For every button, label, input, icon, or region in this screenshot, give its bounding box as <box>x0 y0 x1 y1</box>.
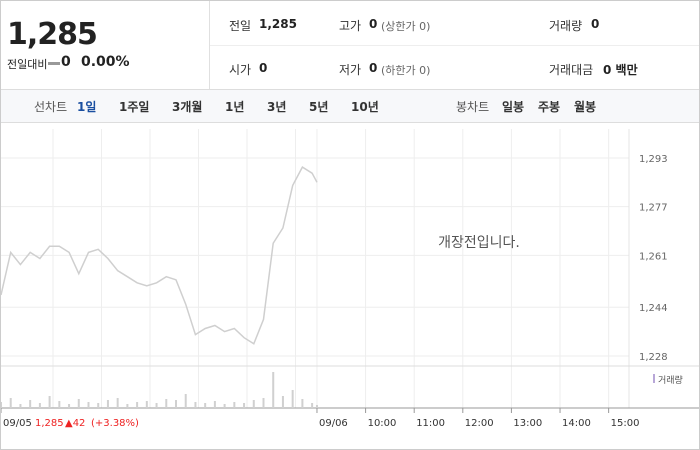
volume-bar <box>252 400 255 408</box>
chart: 1,228 1,244 1,261 1,277 1,293 거래량 개장전입니다. 09/06… <box>1 129 699 429</box>
x-tick-label: 15:00 <box>611 418 640 429</box>
volume-bar <box>1 402 2 408</box>
volume-bar <box>68 404 71 408</box>
period-tab[interactable]: 1일 <box>77 100 97 114</box>
volume-bar <box>194 402 197 408</box>
x-tick-label: 11:00 <box>416 418 445 429</box>
period-tab[interactable]: 3개월 <box>172 100 203 114</box>
volume-bar <box>87 402 90 408</box>
candle-tab[interactable]: 월봉 <box>574 100 597 114</box>
price-panel: 1,285 전일대비 0 0.00% <box>1 1 210 89</box>
volume-bar <box>29 400 32 408</box>
volume-legend: 거래량 <box>658 374 683 386</box>
last-change-pct: (+3.38%) <box>91 418 139 429</box>
summary-value: 0 <box>591 17 600 31</box>
x-tick-label: 10:00 <box>368 418 397 429</box>
volume-bar <box>311 403 314 408</box>
volume-bar <box>116 398 119 408</box>
volume-bar <box>204 403 207 408</box>
y-tick-label: 1,228 <box>639 352 668 363</box>
tab-bar <box>1 89 699 123</box>
volume-bar <box>155 403 158 408</box>
summary-value: 0 백만 <box>603 63 638 77</box>
period-tab[interactable]: 1주일 <box>119 100 150 114</box>
summary-value: 1,285 <box>259 17 297 31</box>
last-price: 1,285 <box>35 418 64 429</box>
summary-label: 거래대금 <box>549 63 594 77</box>
summary-label: 전일 <box>229 19 252 33</box>
volume-bar <box>106 400 109 408</box>
volume-bar <box>315 405 318 408</box>
volume-bar <box>291 390 294 408</box>
volume-bar <box>213 401 216 408</box>
summary-label: 고가 <box>339 19 362 33</box>
volume-bar <box>175 400 177 408</box>
current-price: 1,285 <box>7 17 98 52</box>
summary-value: 0 <box>369 17 378 31</box>
volume-bar <box>281 396 284 408</box>
row-divider <box>210 45 699 46</box>
summary-value: 0 <box>259 61 268 75</box>
change-pct: 0.00% <box>81 54 130 70</box>
volume-bar <box>77 399 80 408</box>
x-tick-label: 09/06 <box>319 418 348 429</box>
volume-bar <box>38 403 41 408</box>
summary-value: 0 <box>369 61 378 75</box>
last-change: ▲42 <box>65 418 85 429</box>
period-tab[interactable]: 10년 <box>351 100 379 114</box>
volume-bar <box>262 398 265 408</box>
tab-group-label: 선차트 <box>34 100 68 114</box>
change: 0 <box>61 54 71 70</box>
change-label: 전일대비 <box>7 58 48 71</box>
summary-label: 거래량 <box>549 19 583 33</box>
period-tab[interactable]: 3년 <box>267 100 287 114</box>
volume-bar <box>243 403 246 408</box>
candle-tab[interactable]: 주봉 <box>538 100 561 114</box>
volume-bar <box>19 404 22 408</box>
x-tick-label: 12:00 <box>465 418 494 429</box>
volume-bar <box>126 404 129 408</box>
y-tick-label: 1,277 <box>639 203 668 214</box>
summary-label: 저가 <box>339 63 362 77</box>
summary-note: (상한가 0) <box>381 20 431 33</box>
volume-bar <box>184 394 187 408</box>
volume-bar <box>136 402 139 408</box>
x-tick-label: 13:00 <box>513 418 542 429</box>
summary-label: 시가 <box>229 63 252 77</box>
tab-group-label: 봉차트 <box>456 100 490 114</box>
y-tick-label: 1,293 <box>639 154 668 165</box>
volume-legend-swatch <box>653 374 655 383</box>
candle-tab[interactable]: 일봉 <box>502 100 525 114</box>
y-tick-label: 1,261 <box>639 251 668 262</box>
volume-bar <box>165 399 168 408</box>
period-tab[interactable]: 5년 <box>309 100 329 114</box>
volume-bar <box>48 396 51 408</box>
volume-bar <box>223 404 226 408</box>
y-tick-label: 1,244 <box>639 303 668 314</box>
volume-bar <box>272 372 275 408</box>
x-tick-label: 14:00 <box>562 418 591 429</box>
period-tab[interactable]: 1년 <box>225 100 245 114</box>
volume-bar <box>97 403 100 408</box>
last-date: 09/05 <box>3 418 32 429</box>
volume-bar <box>58 401 61 408</box>
volume-bar <box>145 401 148 408</box>
price-line <box>1 166 318 345</box>
flat-icon <box>48 62 60 65</box>
summary-note: (하한가 0) <box>381 64 431 77</box>
volume-bar <box>233 402 236 408</box>
volume-bar <box>9 398 12 408</box>
annotation: 개장전입니다. <box>438 235 520 251</box>
volume-bar <box>301 399 304 408</box>
